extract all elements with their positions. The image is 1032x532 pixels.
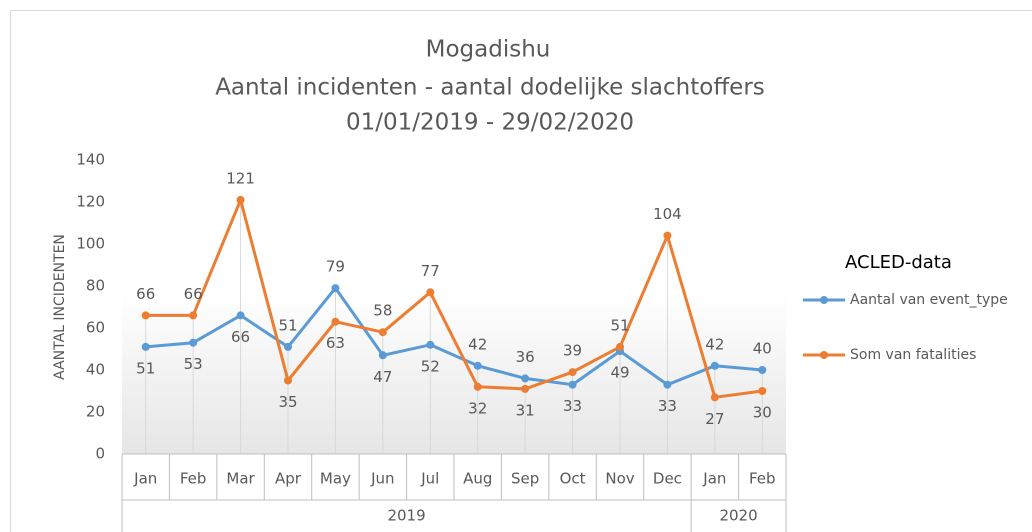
point — [710, 361, 719, 370]
point — [284, 342, 292, 351]
data-label: 33 — [563, 397, 582, 415]
data-label: 63 — [326, 334, 345, 352]
y-tick-label: 140 — [76, 151, 105, 169]
point — [189, 311, 198, 320]
legend-label: Aantal van event_type — [850, 292, 1008, 308]
point — [663, 380, 672, 389]
data-label: 32 — [468, 399, 487, 417]
y-tick-label: 100 — [76, 235, 105, 253]
x-tick-label: Sep — [511, 470, 539, 488]
data-label: 77 — [421, 262, 440, 280]
point — [521, 384, 530, 393]
series-line — [145, 286, 763, 387]
data-label: 27 — [705, 410, 724, 428]
point — [236, 195, 245, 204]
y-tick-label: 60 — [86, 319, 105, 337]
data-label: 66 — [231, 328, 250, 346]
point — [141, 342, 150, 351]
x-tick-label: Aug — [463, 470, 492, 488]
point — [758, 387, 767, 395]
x-tick-label: Oct — [560, 470, 586, 488]
data-label: 53 — [184, 355, 203, 373]
x-tick-label: Dec — [653, 470, 682, 488]
x-tick-label: Jan — [702, 470, 726, 488]
y-tick-label: 20 — [86, 403, 105, 421]
legend-title: ACLED-data — [845, 252, 952, 273]
data-label: 35 — [278, 393, 297, 411]
y-tick-label: 0 — [95, 445, 105, 463]
x-tick-label: Apr — [275, 470, 302, 488]
data-label: 58 — [373, 302, 392, 320]
data-label: 51 — [610, 316, 629, 334]
data-label: 51 — [278, 316, 297, 334]
x-tick-label: Feb — [749, 470, 776, 488]
data-label: 36 — [516, 348, 535, 366]
point — [189, 338, 198, 347]
data-label: 31 — [516, 401, 535, 419]
x-tick-label: Jul — [420, 470, 439, 488]
data-label: 79 — [326, 258, 345, 276]
y-tick-label: 120 — [76, 193, 105, 211]
chart-subtitle: 01/01/2019 - 29/02/2020 — [346, 110, 634, 136]
point — [378, 351, 387, 360]
point — [426, 340, 435, 349]
point — [616, 342, 624, 351]
data-label: 66 — [184, 285, 203, 303]
data-label: 39 — [563, 342, 582, 360]
x-tick-label: May — [320, 470, 351, 488]
point — [141, 311, 150, 320]
point — [331, 284, 340, 293]
series-line — [145, 198, 763, 399]
data-label: 33 — [658, 397, 677, 415]
x-group-label: 2019 — [387, 507, 425, 525]
point — [663, 231, 672, 240]
x-tick-label: Feb — [180, 470, 207, 488]
point — [473, 382, 482, 391]
y-tick-label: 80 — [86, 277, 105, 295]
y-axis-label: AANTAL INCIDENTEN — [52, 234, 68, 380]
point — [236, 311, 245, 320]
point — [568, 380, 577, 389]
point — [473, 361, 482, 370]
data-label: 40 — [753, 340, 772, 358]
legend-label: Som van fatalities — [850, 347, 976, 363]
point — [331, 317, 340, 326]
point — [568, 368, 577, 377]
point — [378, 328, 387, 337]
x-tick-label: Jan — [133, 470, 157, 488]
data-label: 30 — [753, 404, 772, 422]
data-label: 49 — [610, 364, 629, 382]
data-label: 51 — [136, 359, 155, 377]
chart-subtitle: Aantal incidenten - aantal dodelijke sla… — [215, 75, 765, 101]
x-tick-label: Jun — [370, 470, 394, 488]
x-tick-label: Mar — [226, 470, 255, 488]
x-tick-label: Nov — [605, 470, 634, 488]
point — [284, 376, 292, 385]
point — [758, 366, 767, 374]
data-label: 52 — [421, 357, 440, 375]
x-group-label: 2020 — [719, 507, 757, 525]
data-label: 66 — [136, 285, 155, 303]
plot-background — [122, 292, 786, 454]
y-tick-label: 40 — [86, 361, 105, 379]
data-label: 104 — [653, 205, 682, 223]
chart-title: Mogadishu — [426, 37, 551, 63]
legend-marker — [820, 351, 828, 359]
chart-frame — [10, 10, 1032, 532]
point — [710, 393, 719, 402]
point — [426, 288, 435, 297]
data-label: 42 — [468, 335, 487, 353]
data-label: 47 — [373, 368, 392, 386]
data-label: 121 — [226, 169, 255, 187]
data-label: 42 — [705, 335, 724, 353]
legend-marker — [820, 296, 828, 304]
point — [521, 374, 530, 383]
